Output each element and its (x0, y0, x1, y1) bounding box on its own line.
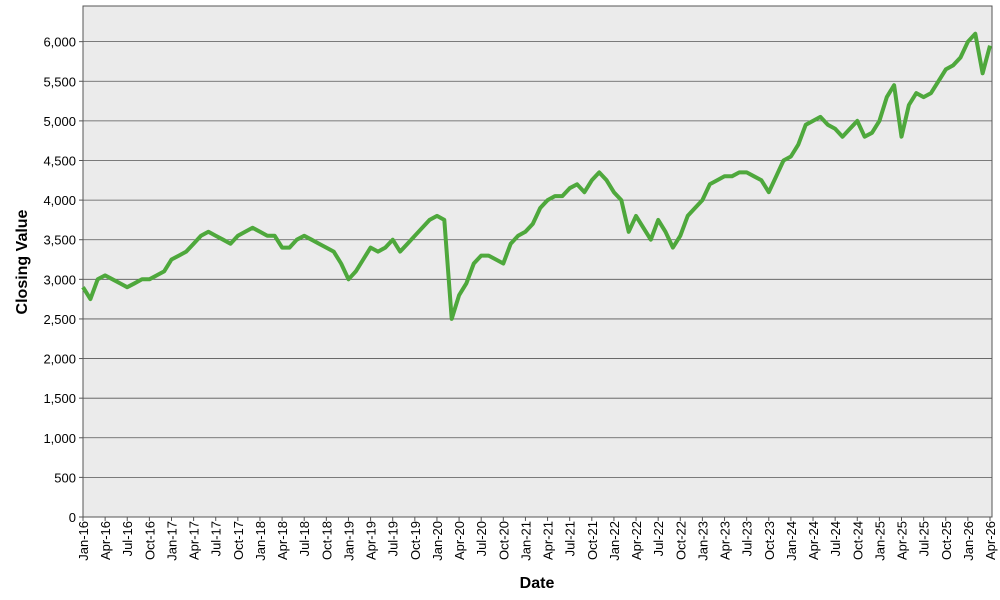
x-tick-label: Jan-23 (695, 521, 710, 561)
x-tick-label: Jul-21 (563, 521, 578, 556)
x-tick-label: Apr-16 (98, 521, 113, 560)
x-tick-label: Jan-19 (341, 521, 356, 561)
x-tick-label: Oct-19 (408, 521, 423, 560)
y-tick-label: 5,000 (43, 114, 76, 129)
x-tick-label: Jan-26 (961, 521, 976, 561)
y-tick-label: 3,500 (43, 233, 76, 248)
x-tick-label: Jul-24 (828, 521, 843, 556)
x-tick-label: Apr-21 (541, 521, 556, 560)
x-axis-title: Date (520, 575, 555, 592)
x-tick-label: Oct-22 (673, 521, 688, 560)
x-tick-label: Jan-18 (253, 521, 268, 561)
x-tick-label: Apr-19 (364, 521, 379, 560)
x-tick-label: Jul-20 (474, 521, 489, 556)
y-tick-label: 6,000 (43, 35, 76, 50)
line (81, 31, 992, 321)
y-tick-label: 3,000 (43, 272, 76, 287)
x-tick-label: Jan-20 (430, 521, 445, 561)
plot-area (82, 5, 993, 518)
x-tick-label: Apr-18 (275, 521, 290, 560)
x-tick-label: Jan-21 (518, 521, 533, 561)
y-tick-label: 1,500 (43, 391, 76, 406)
x-tick-label: Jan-16 (76, 521, 91, 561)
y-tick-label: 2,000 (43, 352, 76, 367)
y-tick-label: 4,000 (43, 193, 76, 208)
x-tick-label: Oct-25 (939, 521, 954, 560)
x-tick-label: Oct-18 (319, 521, 334, 560)
x-tick-label: Apr-20 (452, 521, 467, 560)
x-tick-label: Oct-17 (231, 521, 246, 560)
x-tick-label: Oct-16 (142, 521, 157, 560)
y-axis-title: Closing Value (14, 209, 31, 314)
x-tick-label: Oct-23 (762, 521, 777, 560)
x-tick-label: Jul-16 (120, 521, 135, 556)
x-tick-label: Apr-24 (806, 521, 821, 560)
x-tick-label: Jul-17 (209, 521, 224, 556)
x-tick-label: Oct-24 (850, 521, 865, 560)
y-tick-label: 500 (54, 470, 76, 485)
y-tick-label: 0 (69, 510, 76, 525)
x-tick-label: Jan-22 (607, 521, 622, 561)
x-tick-label: Jan-24 (784, 521, 799, 561)
x-tick-label: Jul-25 (917, 521, 932, 556)
y-tick-label: 5,500 (43, 74, 76, 89)
x-tick-label: Jan-17 (164, 521, 179, 561)
y-tick-label: 2,500 (43, 312, 76, 327)
y-tick-label: 1,000 (43, 431, 76, 446)
x-tick-label: Apr-17 (187, 521, 202, 560)
x-tick-label: Jul-22 (651, 521, 666, 556)
x-tick-label: Jul-19 (386, 521, 401, 556)
x-tick-label: Apr-23 (718, 521, 733, 560)
y-tick-label: 4,500 (43, 153, 76, 168)
x-tick-label: Jul-23 (740, 521, 755, 556)
x-tick-label: Oct-20 (496, 521, 511, 560)
x-tick-label: Jul-18 (297, 521, 312, 556)
x-tick-label: Apr-22 (629, 521, 644, 560)
x-tick-label: Oct-21 (585, 521, 600, 560)
x-tick-label: Jan-25 (872, 521, 887, 561)
x-tick-label: Apr-25 (895, 521, 910, 560)
x-tick-label: Apr-26 (983, 521, 998, 560)
